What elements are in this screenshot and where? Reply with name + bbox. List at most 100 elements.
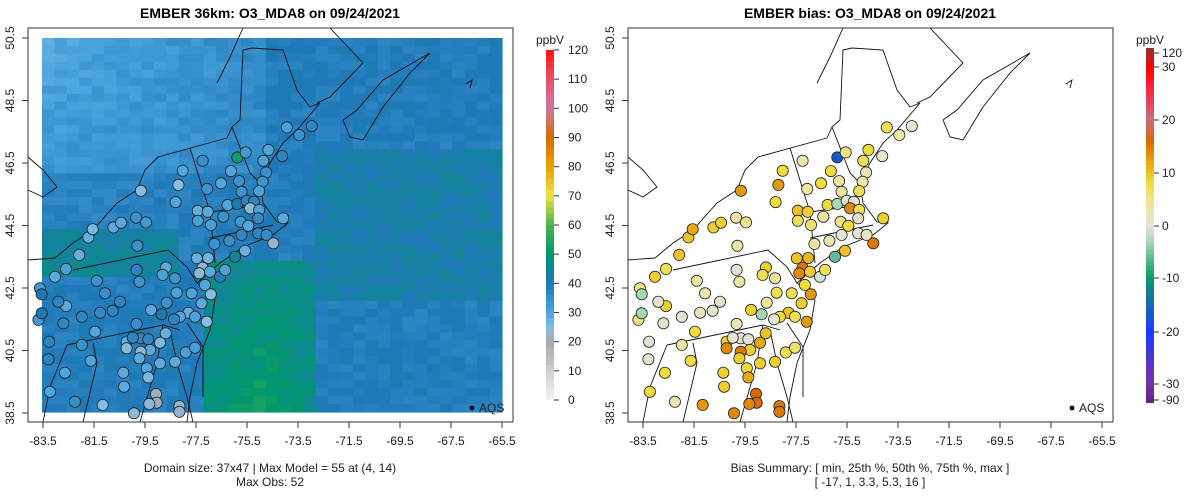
boundary-line — [654, 137, 828, 259]
model-grid-cell — [439, 61, 453, 71]
model-grid-cell — [116, 189, 130, 198]
model-grid-cell — [253, 268, 267, 278]
model-grid-cell — [439, 380, 453, 389]
model-grid-cell — [153, 213, 167, 222]
model-grid-cell — [116, 45, 130, 55]
model-grid-cell — [303, 173, 317, 182]
model-grid-cell — [79, 173, 93, 182]
colorbar-segment — [1146, 177, 1154, 182]
model-grid-cell — [477, 117, 491, 127]
model-grid-cell — [315, 173, 329, 182]
model-grid-cell — [66, 316, 80, 326]
model-grid-cell — [352, 404, 366, 413]
model-grid-cell — [129, 340, 143, 349]
y-tick-label: 48.5 — [3, 88, 17, 112]
station-marker — [169, 272, 182, 285]
model-grid-cell — [290, 45, 304, 55]
model-grid-cell — [352, 300, 366, 310]
station-marker — [58, 366, 71, 379]
model-grid-cell — [427, 356, 441, 365]
model-grid-cell — [153, 189, 167, 198]
model-grid-cell — [178, 236, 192, 246]
model-grid-cell — [464, 93, 478, 103]
model-grid-cell — [327, 61, 341, 71]
model-grid-cell — [327, 213, 341, 222]
colorbar-label: 10 — [568, 364, 582, 378]
model-grid-cell — [464, 197, 478, 206]
model-grid-cell — [66, 69, 80, 79]
model-grid-cell — [439, 117, 453, 127]
station-marker — [145, 303, 158, 316]
model-grid-cell — [191, 292, 205, 302]
model-grid-cell — [265, 396, 279, 405]
station-marker — [689, 325, 702, 338]
boundary-line — [72, 249, 198, 284]
station-marker — [835, 228, 848, 241]
model-grid-cell — [477, 396, 491, 405]
model-grid-cell — [315, 348, 329, 357]
model-grid-cell — [452, 396, 466, 405]
model-grid-cell — [91, 228, 105, 238]
map-caption: Max Obs: 52 — [236, 475, 304, 489]
colorbar-segment — [546, 277, 554, 284]
model-grid-cell — [390, 292, 404, 302]
model-grid-cell — [402, 252, 416, 262]
model-grid-cell — [452, 380, 466, 389]
model-grid-cell — [414, 141, 428, 151]
model-grid-cell — [191, 117, 205, 127]
model-grid-cell — [166, 109, 180, 119]
model-grid-cell — [365, 340, 379, 349]
colorbar-segment — [1146, 111, 1154, 117]
model-grid-cell — [66, 260, 80, 270]
station-marker — [155, 308, 168, 321]
model-grid-cell — [402, 173, 416, 182]
model-grid-cell — [166, 260, 180, 270]
model-grid-cell — [427, 181, 441, 190]
boundary-line — [226, 47, 321, 139]
station-marker — [94, 306, 107, 319]
model-grid-cell — [54, 117, 68, 127]
boundary-line — [1065, 78, 1073, 89]
station-marker — [191, 214, 204, 227]
model-grid-cell — [166, 396, 180, 405]
model-grid-cell — [54, 308, 68, 318]
model-grid-cell — [129, 141, 143, 151]
colorbar-label: 50 — [568, 247, 582, 261]
model-grid-cell — [303, 356, 317, 365]
model-grid-cell — [178, 117, 192, 127]
colorbar-segment — [1146, 185, 1154, 190]
model-grid-cell — [352, 133, 366, 143]
model-grid-cell — [79, 181, 93, 190]
model-grid-cell — [91, 396, 105, 405]
model-grid-cell — [54, 284, 68, 294]
model-grid-cell — [191, 197, 205, 206]
model-grid-cell — [290, 157, 304, 166]
model-grid-cell — [477, 157, 491, 166]
aqs-legend-dot — [1069, 405, 1075, 411]
colorbar-segment — [546, 195, 554, 203]
station-markers — [32, 120, 318, 420]
model-grid-cell — [365, 77, 379, 87]
colorbar-segment — [1146, 63, 1154, 68]
model-grid-cell — [178, 268, 192, 278]
model-grid-cell — [290, 236, 304, 246]
model-grid-cell — [54, 85, 68, 95]
model-grid-cell — [464, 228, 478, 238]
model-grid-cell — [315, 292, 329, 302]
model-grid-cell — [191, 38, 205, 47]
model-grid-cell — [42, 101, 56, 111]
model-grid-cell — [240, 260, 254, 270]
model-grid-cell — [278, 205, 292, 214]
model-grid-cell — [452, 117, 466, 127]
model-grid-cell — [178, 292, 192, 302]
colorbar-segment — [546, 382, 554, 389]
model-grid-cell — [477, 109, 491, 119]
colorbar-label: 80 — [568, 160, 582, 174]
model-grid-cell — [439, 252, 453, 262]
model-grid-cell — [253, 300, 267, 310]
x-tick-label: -75.5 — [833, 434, 861, 448]
model-grid-cell — [327, 236, 341, 246]
model-grid-cell — [489, 292, 503, 302]
model-grid-cell — [42, 252, 56, 262]
station-marker — [734, 184, 747, 197]
